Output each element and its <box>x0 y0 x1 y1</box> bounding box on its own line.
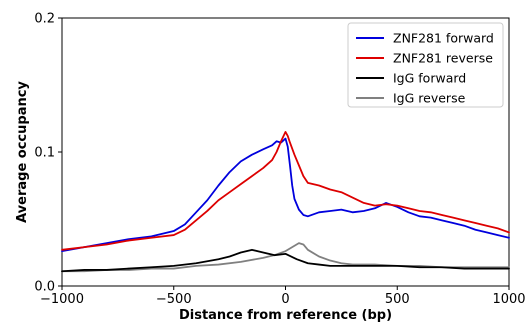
legend-label-igg-forward: IgG forward <box>393 71 466 86</box>
x-tick-label: −1000 <box>40 292 84 307</box>
x-axis-label: Distance from reference (bp) <box>179 308 392 322</box>
y-tick-label: 0.0 <box>34 280 55 295</box>
x-tick-label: 0 <box>281 292 289 307</box>
y-axis-ticks: 0.0 0.1 0.2 <box>34 12 62 295</box>
x-tick-label: −500 <box>156 292 192 307</box>
series-line-znf281-reverse <box>61 130 510 251</box>
y-tick-label: 0.1 <box>34 146 55 161</box>
series-line-igg-forward <box>61 248 510 273</box>
legend-label-znf281-forward: ZNF281 forward <box>393 31 494 46</box>
x-axis-ticks: −1000 −500 0 500 1000 <box>40 286 525 307</box>
y-tick-label: 0.2 <box>34 12 55 27</box>
x-tick-label: 1000 <box>492 292 525 307</box>
legend-label-igg-reverse: IgG reverse <box>393 91 466 106</box>
series-line-znf281-forward <box>61 137 510 253</box>
series-group <box>61 130 510 273</box>
legend-box <box>347 22 504 108</box>
legend-label-znf281-reverse: ZNF281 reverse <box>393 51 493 66</box>
legend: ZNF281 forward ZNF281 reverse IgG forward I… <box>347 22 504 108</box>
y-axis-label: Average occupancy <box>15 81 30 223</box>
x-tick-label: 500 <box>385 292 410 307</box>
